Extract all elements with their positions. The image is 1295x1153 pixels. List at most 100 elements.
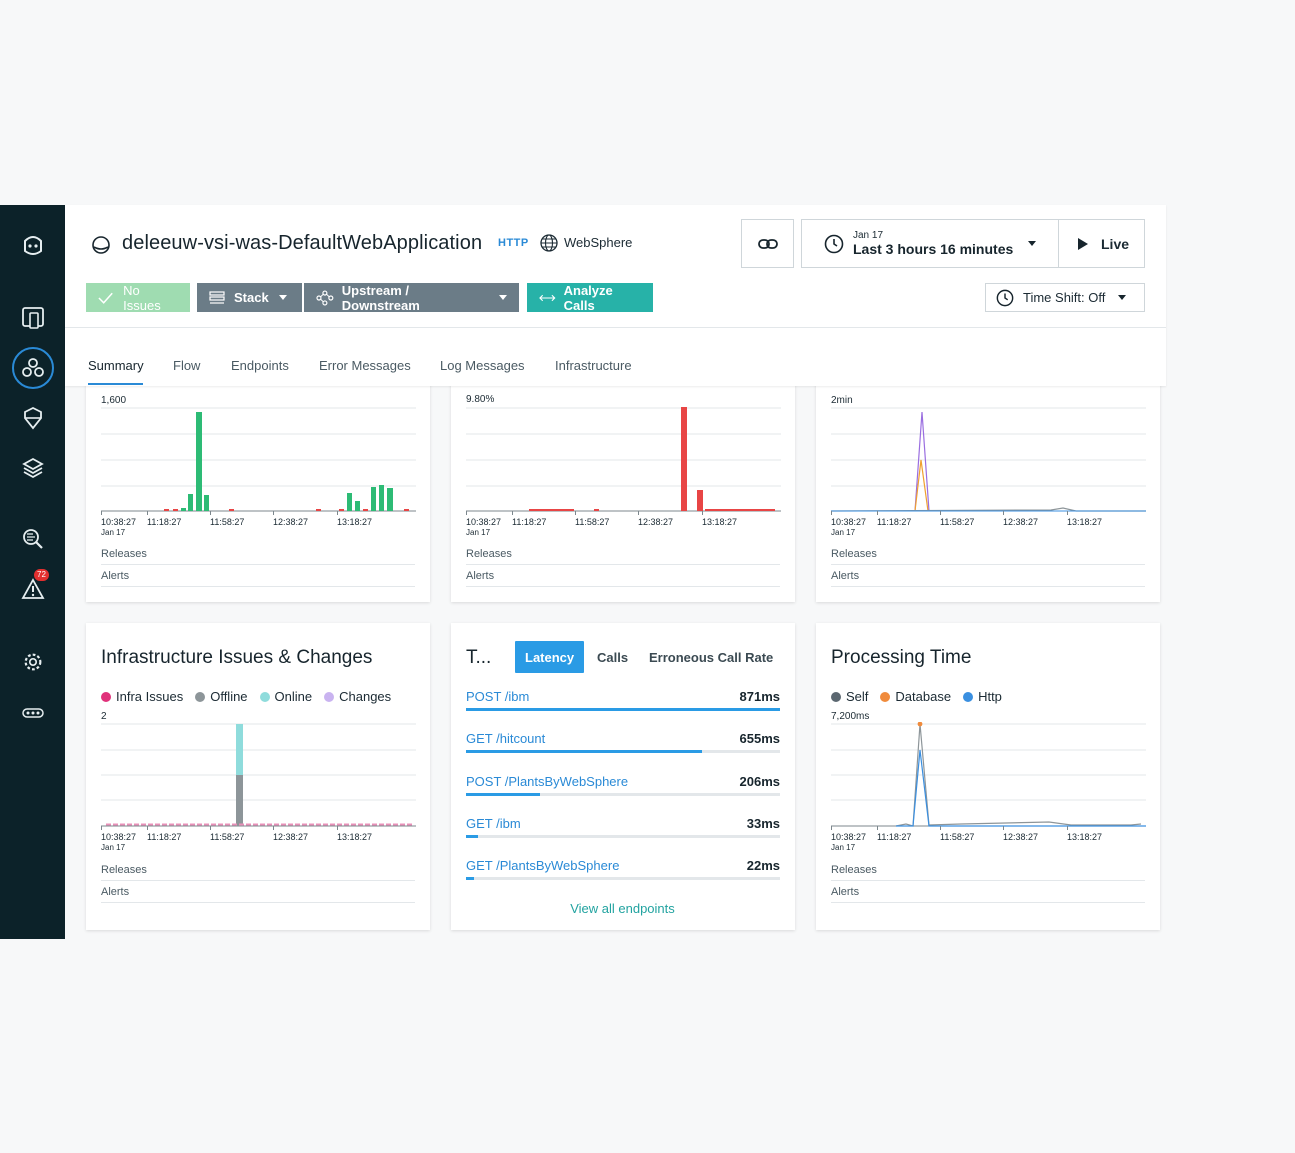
infra-releases-row: Releases bbox=[101, 859, 415, 881]
x-tick-label: 13:18:27 bbox=[1067, 832, 1102, 842]
infra-chart: 10:38:27 11:18:27 11:58:27 12:38:27 13:18:27… bbox=[101, 723, 416, 852]
endpoint-row[interactable]: POST /PlantsByWebSphere 206ms bbox=[466, 774, 780, 816]
x-tick-label: 13:18:27 bbox=[1067, 517, 1102, 527]
websites-icon[interactable] bbox=[0, 298, 65, 338]
page-title: deleeuw-vsi-was-DefaultWebApplication bbox=[122, 232, 483, 254]
protocol-tag: HTTP bbox=[498, 237, 529, 249]
x-tick-label: 11:18:27 bbox=[877, 832, 911, 842]
time-range-picker[interactable]: Jan 17 Last 3 hours 16 minutes bbox=[801, 219, 1059, 268]
endpoint-name[interactable]: POST /ibm bbox=[466, 689, 530, 704]
chevron-down-icon bbox=[1028, 241, 1036, 246]
tab-erroneous-call-rate[interactable]: Erroneous Call Rate bbox=[649, 649, 774, 665]
legend-offline[interactable]: Offline bbox=[195, 689, 248, 704]
tab-latency[interactable]: Latency bbox=[515, 641, 585, 673]
processing-y-max: 7,200ms bbox=[831, 711, 870, 722]
endpoint-bar-fill bbox=[466, 750, 703, 753]
latency-releases-row: Releases bbox=[831, 543, 1145, 565]
legend-http[interactable]: Http bbox=[963, 689, 1002, 704]
more-icon[interactable] bbox=[0, 693, 65, 733]
services-icon[interactable] bbox=[0, 398, 65, 438]
service-icon bbox=[92, 236, 110, 254]
x-tick-label: 11:18:27 bbox=[147, 832, 181, 842]
error-releases-row: Releases bbox=[466, 543, 780, 565]
chevron-down-icon bbox=[278, 295, 287, 300]
endpoint-row[interactable]: GET /hitcount 655ms bbox=[466, 731, 780, 773]
legend-database[interactable]: Database bbox=[880, 689, 951, 704]
endpoint-name[interactable]: GET /ibm bbox=[466, 816, 521, 831]
clock-icon bbox=[824, 234, 844, 253]
time-shift-dropdown[interactable]: Time Shift: Off bbox=[985, 283, 1145, 312]
infra-alerts-row: Alerts bbox=[101, 881, 415, 903]
alerts-icon[interactable]: 72 bbox=[0, 569, 65, 609]
x-tick-sublabel: Jan 17 bbox=[831, 528, 856, 535]
live-button[interactable]: Live bbox=[1058, 219, 1145, 268]
tab-infrastructure[interactable]: Infrastructure bbox=[555, 358, 632, 373]
time-date: Jan 17 bbox=[853, 230, 884, 241]
endpoint-value: 655ms bbox=[739, 731, 780, 746]
endpoint-row[interactable]: GET /ibm 33ms bbox=[466, 816, 780, 858]
endpoint-name[interactable]: GET /hitcount bbox=[466, 731, 546, 746]
tab-calls[interactable]: Calls bbox=[597, 649, 629, 665]
tab-summary[interactable]: Summary bbox=[88, 358, 144, 373]
error-alerts-row: Alerts bbox=[466, 565, 780, 587]
infra-card-title: Infrastructure Issues & Changes bbox=[101, 647, 373, 668]
legend-online[interactable]: Online bbox=[259, 689, 312, 704]
time-shift-label: Time Shift: Off bbox=[1023, 290, 1106, 305]
stack-dropdown[interactable]: Stack bbox=[197, 283, 302, 312]
applications-icon[interactable] bbox=[0, 347, 65, 389]
active-tab-indicator bbox=[88, 383, 143, 385]
endpoint-bar-fill bbox=[466, 835, 478, 838]
robot-logo-icon[interactable] bbox=[0, 225, 65, 265]
endpoint-bar-track bbox=[466, 708, 780, 711]
analytics-search-icon[interactable] bbox=[0, 519, 65, 559]
x-tick-label: 11:58:27 bbox=[940, 832, 974, 842]
calls-y-max: 1,600 bbox=[101, 395, 127, 406]
endpoint-name[interactable]: GET /PlantsByWebSphere bbox=[466, 858, 620, 873]
x-tick-label: 12:38:27 bbox=[273, 832, 308, 842]
endpoint-bar-track bbox=[466, 835, 780, 838]
endpoint-value: 206ms bbox=[739, 774, 780, 789]
x-tick-label: 10:38:27 bbox=[466, 517, 501, 527]
processing-legend: Self Database Http bbox=[831, 689, 1002, 704]
endpoint-row[interactable]: POST /ibm 871ms bbox=[466, 689, 780, 731]
endpoint-name[interactable]: POST /PlantsByWebSphere bbox=[466, 774, 629, 789]
x-tick-sublabel: Jan 17 bbox=[101, 843, 126, 852]
x-tick-label: 10:38:27 bbox=[101, 832, 136, 842]
no-issues-button[interactable]: No Issues bbox=[86, 283, 190, 313]
x-tick-label: 12:38:27 bbox=[273, 517, 308, 527]
header-divider bbox=[65, 327, 1166, 328]
settings-gear-icon[interactable] bbox=[0, 642, 65, 682]
x-tick-label: 12:38:27 bbox=[638, 517, 673, 527]
infrastructure-issues-card: Infrastructure Issues & Changes Infra Is… bbox=[86, 623, 430, 930]
legend-infra-issues[interactable]: Infra Issues bbox=[101, 689, 183, 704]
legend-changes[interactable]: Changes bbox=[324, 689, 391, 704]
infra-legend: Infra Issues Offline Online Changes bbox=[101, 689, 391, 704]
endpoint-bar-track bbox=[466, 793, 780, 796]
stack-icon bbox=[209, 290, 225, 304]
analyze-calls-button[interactable]: Analyze Calls bbox=[527, 282, 653, 313]
endpoint-value: 22ms bbox=[746, 858, 780, 873]
error-y-max: 9.80% bbox=[466, 394, 495, 405]
calls-alerts-row: Alerts bbox=[101, 565, 415, 587]
tab-log-messages[interactable]: Log Messages bbox=[440, 358, 525, 373]
x-tick-label: 11:58:27 bbox=[575, 517, 609, 527]
upstream-downstream-dropdown[interactable]: Upstream / Downstream bbox=[304, 282, 519, 313]
tab-endpoints[interactable]: Endpoints bbox=[231, 358, 289, 373]
x-tick-label: 11:58:27 bbox=[210, 832, 244, 842]
tab-error-messages[interactable]: Error Messages bbox=[319, 358, 411, 373]
legend-self[interactable]: Self bbox=[831, 689, 868, 704]
copy-link-button[interactable] bbox=[741, 219, 794, 268]
error-rate-chart: 10:38:27 11:18:27 11:58:27 12:38:27 13:18:27… bbox=[466, 407, 781, 535]
analyze-calls-label: Analyze Calls bbox=[563, 282, 613, 313]
upstream-downstream-label: Upstream / Downstream bbox=[341, 282, 420, 313]
x-tick-label: 13:18:27 bbox=[337, 832, 372, 842]
view-all-endpoints-link[interactable]: View all endpoints bbox=[570, 901, 675, 916]
chevron-down-icon bbox=[1118, 295, 1126, 300]
tab-flow[interactable]: Flow bbox=[173, 358, 201, 373]
calls-chart: 10:38:27 11:18:27 11:58:27 12:38:27 13:18:27… bbox=[101, 407, 416, 535]
endpoint-row[interactable]: GET /PlantsByWebSphere 22ms bbox=[466, 858, 780, 900]
dependency-graph-icon bbox=[316, 289, 334, 306]
check-icon bbox=[98, 292, 113, 304]
infrastructure-icon[interactable] bbox=[0, 448, 65, 488]
x-tick-label: 11:18:27 bbox=[147, 517, 181, 527]
